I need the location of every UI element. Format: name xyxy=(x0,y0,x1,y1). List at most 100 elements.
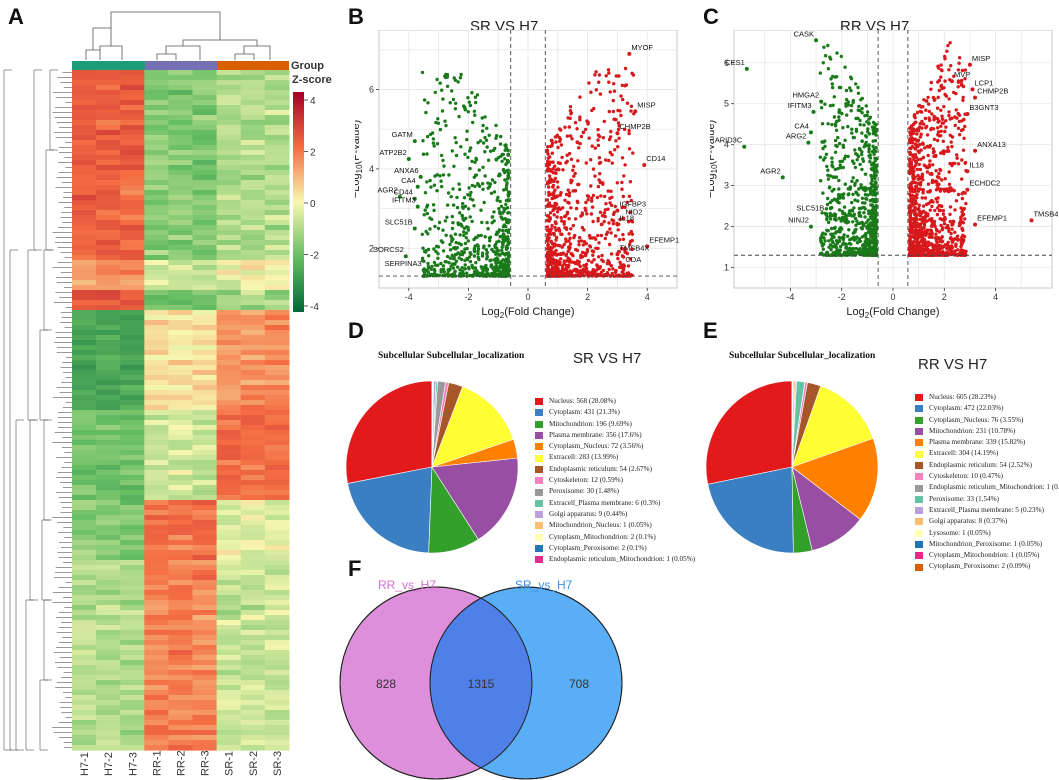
heatmap-cell xyxy=(240,335,266,341)
volcano-point xyxy=(506,158,510,163)
volcano-point xyxy=(931,200,935,204)
heatmap-cell xyxy=(240,630,266,636)
volcano-point xyxy=(560,264,565,268)
volcano-point xyxy=(460,253,465,257)
volcano-point xyxy=(921,141,925,145)
heatmap-cell xyxy=(120,75,145,81)
heatmap-cell xyxy=(216,290,242,296)
row-dendro-branch xyxy=(45,149,54,251)
heatmap-cell xyxy=(144,135,169,141)
legend-label: Cytoskeleton: 12 (0.59%) xyxy=(549,476,624,485)
volcano-point xyxy=(921,248,926,253)
volcano-point xyxy=(825,217,829,222)
labeled-point xyxy=(808,224,813,229)
heatmap-cell xyxy=(264,570,290,576)
volcano-point xyxy=(473,95,478,100)
volcano-point xyxy=(961,148,966,152)
volcano-point xyxy=(434,263,438,267)
heatmap-cell xyxy=(96,715,121,721)
volcano-point xyxy=(460,224,464,228)
volcano-point xyxy=(860,220,864,225)
heatmap-cell xyxy=(264,265,290,271)
volcano-point xyxy=(950,163,954,168)
heatmap-cell xyxy=(144,535,169,541)
volcano-point xyxy=(620,156,625,160)
heatmap-cell xyxy=(216,450,242,456)
volcano-point xyxy=(596,184,601,189)
volcano-point xyxy=(938,208,942,213)
heatmap-cell xyxy=(168,155,194,161)
volcano-point xyxy=(948,244,953,248)
legend-label: Nucleus: 605 (28.23%) xyxy=(929,393,996,401)
volcano-point xyxy=(593,73,597,77)
volcano-point xyxy=(428,272,433,277)
volcano-point xyxy=(564,253,568,258)
volcano-point xyxy=(853,250,857,255)
heatmap-cell xyxy=(96,350,121,356)
heatmap-cell xyxy=(144,175,169,181)
heatmap-cell xyxy=(216,470,242,476)
heatmap-cell xyxy=(192,245,218,251)
volcano-point xyxy=(939,151,943,155)
volcano-point xyxy=(616,256,620,261)
heatmap-cell xyxy=(240,165,266,171)
heatmap-cell xyxy=(96,670,121,676)
volcano-point xyxy=(960,119,964,123)
heatmap-cell xyxy=(192,535,218,541)
heatmap-cell xyxy=(72,720,97,726)
volcano-point xyxy=(485,257,489,261)
volcano-point xyxy=(569,157,574,161)
volcano-point xyxy=(425,152,429,156)
heatmap-cell xyxy=(192,490,218,496)
volcano-point xyxy=(580,255,585,259)
heatmap-cell xyxy=(72,125,97,131)
heatmap-cell xyxy=(72,110,97,116)
heatmap-cell xyxy=(144,130,169,136)
volcano-point xyxy=(455,246,459,250)
x-tick-label: 2 xyxy=(942,292,947,302)
sample-label: SR-2 xyxy=(248,751,260,776)
volcano-point xyxy=(554,258,558,263)
heatmap-cell xyxy=(144,630,169,636)
legend-label: Extracell: 283 (13.99%) xyxy=(549,453,619,462)
heatmap-cell xyxy=(144,350,169,356)
volcano-point xyxy=(850,159,855,163)
volcano-point xyxy=(927,109,931,114)
heatmap-cell xyxy=(120,495,145,501)
heatmap-cell xyxy=(264,230,290,236)
volcano-point xyxy=(584,200,588,205)
zscore-colorbar xyxy=(293,92,304,312)
heatmap-cell xyxy=(192,340,218,346)
heatmap-cell xyxy=(240,195,266,201)
volcano-point xyxy=(425,269,430,273)
volcano-point xyxy=(963,77,967,81)
heatmap-cell xyxy=(96,540,121,546)
heatmap-cell xyxy=(216,670,242,676)
heatmap-cell xyxy=(168,280,194,286)
heatmap-cell xyxy=(216,360,242,366)
heatmap-cell xyxy=(144,705,169,711)
heatmap-cell xyxy=(144,710,169,716)
heatmap-cell xyxy=(240,585,266,591)
heatmap-cell xyxy=(264,520,290,526)
heatmap-cell xyxy=(192,595,218,601)
volcano-point xyxy=(855,179,859,183)
volcano-point xyxy=(421,246,425,250)
labeled-point xyxy=(418,174,423,179)
volcano-point xyxy=(501,232,506,236)
heatmap-cell xyxy=(96,270,121,276)
volcano-point xyxy=(843,138,847,142)
volcano-point xyxy=(466,228,470,232)
heatmap-cell xyxy=(120,725,145,731)
volcano-point xyxy=(466,96,470,100)
heatmap-cell xyxy=(264,460,290,466)
volcano-point xyxy=(551,242,555,246)
volcano-point xyxy=(454,140,458,145)
heatmap-cell xyxy=(120,485,145,491)
heatmap-cell xyxy=(120,175,145,181)
heatmap-cell xyxy=(144,245,169,251)
volcano-point xyxy=(823,54,828,58)
heatmap-cell xyxy=(216,565,242,571)
heatmap-cell xyxy=(168,510,194,516)
volcano-point xyxy=(622,247,627,252)
